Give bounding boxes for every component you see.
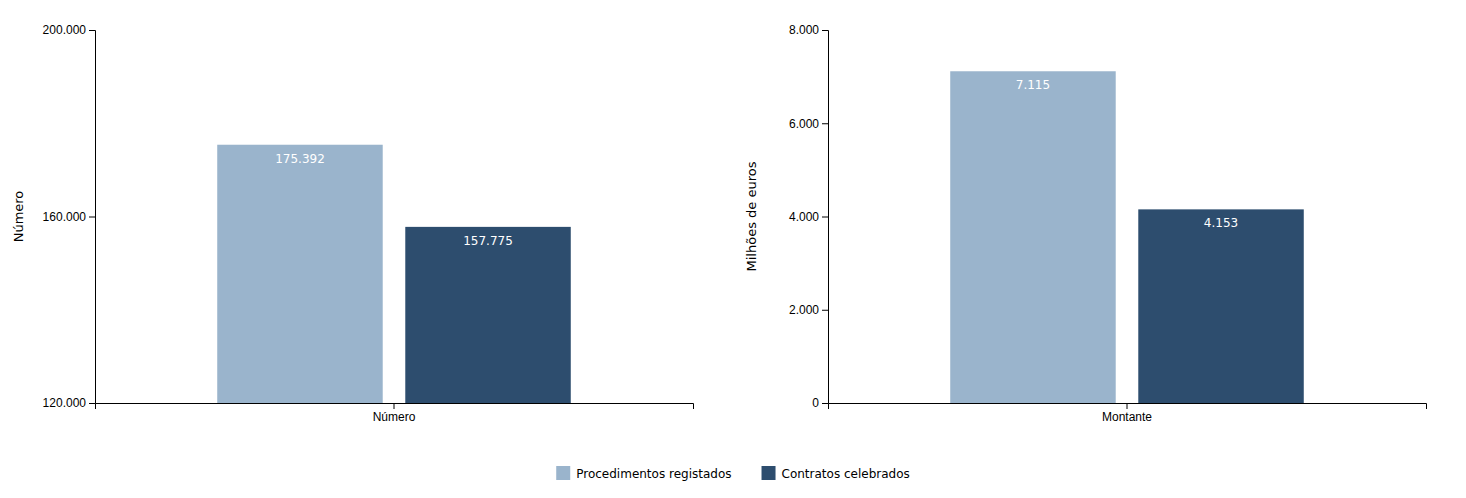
legend-label: Procedimentos registados [576, 467, 731, 481]
legend-item: Contratos celebrados [762, 466, 910, 481]
x-axis: Número [96, 403, 694, 424]
data-label: 4.153 [1204, 216, 1238, 230]
y-axis-line [89, 31, 96, 404]
y-tick-mark [822, 310, 828, 311]
data-label: 175.392 [275, 152, 325, 166]
x-axis: Montante [829, 403, 1427, 424]
bar [405, 227, 570, 403]
y-tick: 4.000 [789, 210, 828, 224]
panel: 7.115 4.153 0 2.000 4.000 6.000 8.000 Montante M… [744, 23, 1427, 423]
y-tick: 8.000 [789, 23, 828, 37]
y-tick: 0 [812, 396, 828, 410]
x-tick: Montante [1102, 403, 1152, 424]
y-tick: 160.000 [43, 210, 95, 224]
chart-root: 175.392 157.775 120.000 160.000 200.000 Númer… [0, 0, 1466, 498]
y-tick-mark [89, 30, 95, 31]
bar [1138, 209, 1303, 403]
x-tick-mark [394, 403, 395, 409]
bar [217, 145, 382, 403]
y-tick-label: 120.000 [43, 396, 87, 410]
y-tick-mark [822, 30, 828, 31]
y-tick: 2.000 [789, 303, 828, 317]
y-tick-label: 8.000 [789, 23, 819, 37]
y-tick-mark [822, 123, 828, 124]
y-tick-mark [89, 217, 95, 218]
bar [950, 71, 1115, 403]
panel: 175.392 157.775 120.000 160.000 200.000 Númer… [11, 23, 694, 423]
y-tick-label: 160.000 [43, 210, 87, 224]
y-tick-label: 4.000 [789, 210, 819, 224]
y-axis: 120.000 160.000 200.000 [43, 23, 96, 410]
y-axis: 0 2.000 4.000 6.000 8.000 [789, 23, 829, 410]
data-label: 7.115 [1016, 78, 1050, 92]
y-axis-line [822, 31, 829, 404]
legend-label: Contratos celebrados [782, 467, 910, 481]
y-tick-label: 2.000 [789, 303, 819, 317]
data-labels: 7.115 4.153 [1016, 78, 1238, 230]
legend-item: Procedimentos registados [556, 466, 731, 481]
y-tick: 200.000 [43, 23, 95, 37]
legend-swatch [762, 466, 776, 480]
y-tick-label: 0 [812, 396, 819, 410]
x-tick: Número [373, 403, 416, 424]
y-tick: 120.000 [43, 396, 95, 410]
x-axis-line [96, 404, 694, 410]
data-labels: 175.392 157.775 [275, 152, 513, 248]
y-tick-mark [822, 403, 828, 404]
y-axis-title: Número [11, 191, 26, 243]
y-tick-label: 6.000 [789, 117, 819, 131]
legend: Procedimentos registados Contratos celebr… [556, 466, 910, 481]
x-axis-line [829, 404, 1427, 410]
x-tick-label: Montante [1102, 410, 1152, 424]
y-tick-mark [822, 217, 828, 218]
bars [950, 71, 1304, 403]
x-tick-label: Número [373, 410, 416, 424]
y-axis-title: Milhões de euros [744, 161, 759, 271]
bars [217, 145, 571, 403]
data-label: 157.775 [463, 234, 513, 248]
y-tick-label: 200.000 [43, 23, 87, 37]
y-tick: 6.000 [789, 117, 828, 131]
legend-swatch [556, 466, 570, 480]
x-tick-mark [1127, 403, 1128, 409]
y-tick-mark [89, 403, 95, 404]
